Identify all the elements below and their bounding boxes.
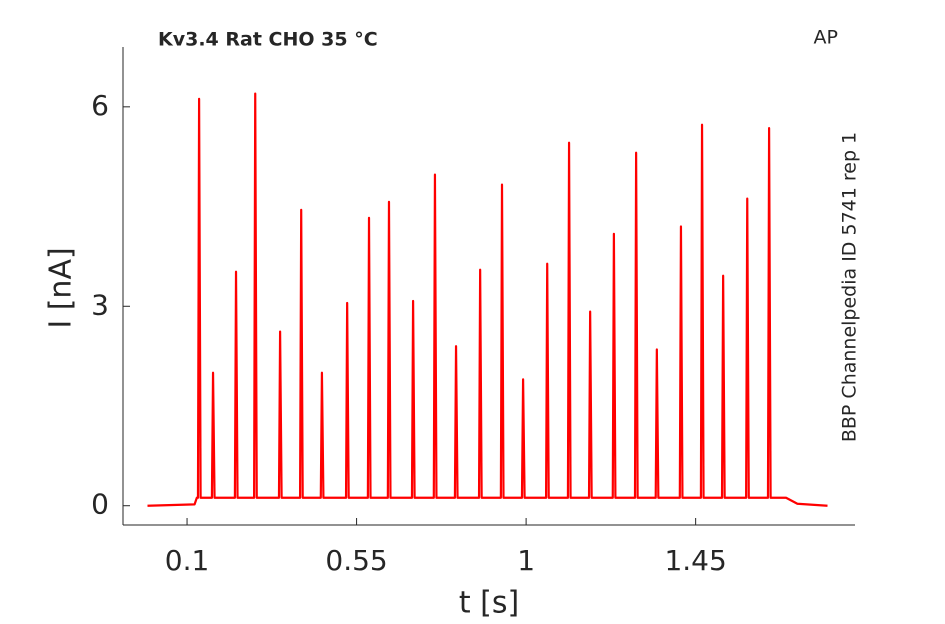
y-axis-label: I [nA] (44, 247, 79, 328)
y-tick-label: 6 (91, 89, 109, 122)
annotation: AP (814, 27, 838, 49)
x-tick-label: 0.55 (325, 544, 387, 577)
chart-title: Kv3.4 Rat CHO 35 °C (158, 29, 378, 51)
annotation: BBP Channelpedia ID 5741 rep 1 (839, 132, 861, 442)
y-tick-label: 3 (91, 288, 109, 321)
x-axis-label: t [s] (459, 586, 519, 621)
y-tick-label: 0 (91, 488, 109, 521)
data-line (147, 92, 828, 507)
x-tick-label: 1.45 (664, 544, 726, 577)
x-tick-label: 1 (517, 544, 535, 577)
x-tick-label: 0.1 (165, 544, 210, 577)
